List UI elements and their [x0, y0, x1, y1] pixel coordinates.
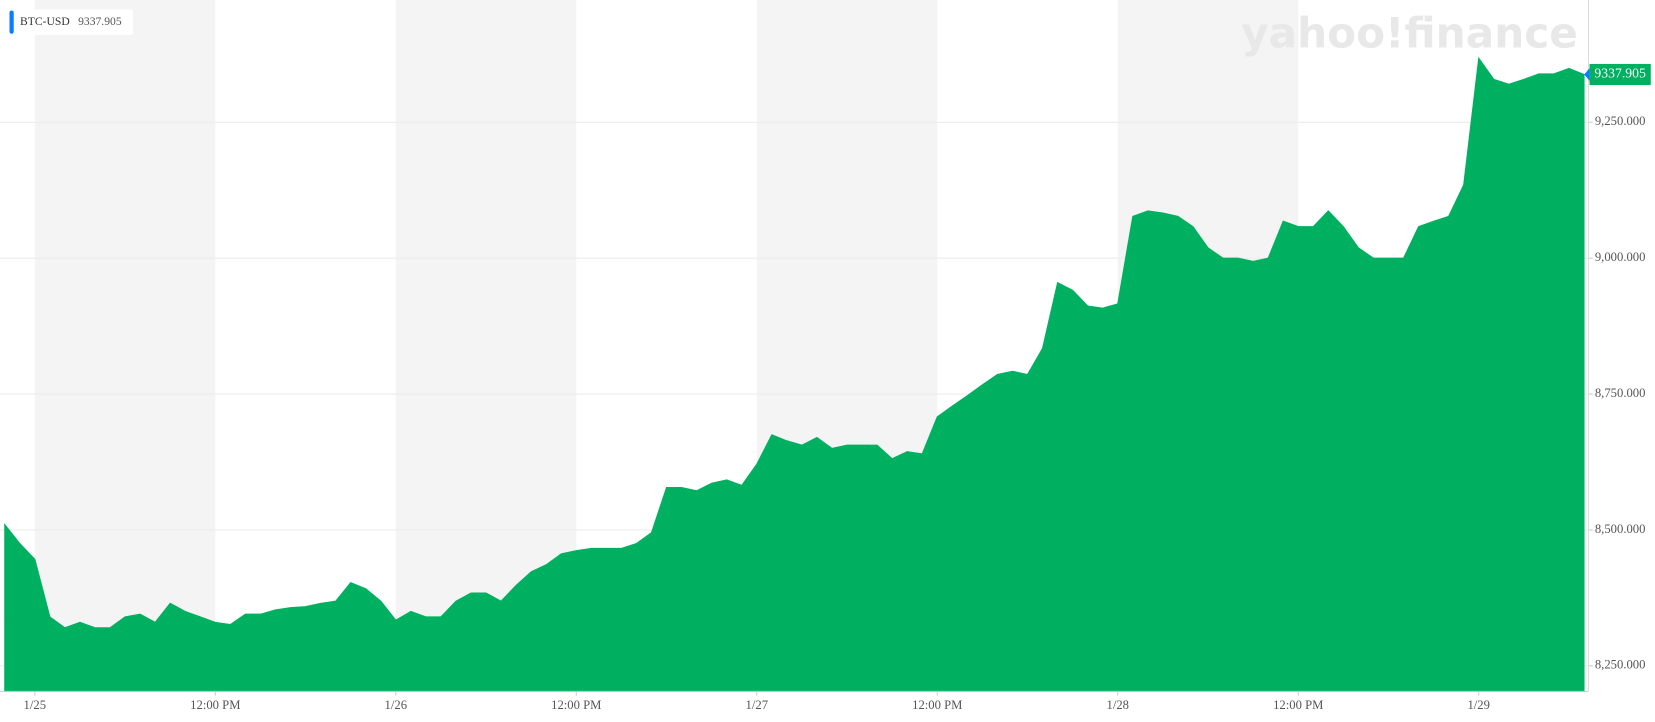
price-flag-pointer — [1584, 68, 1590, 81]
y-tick-label: 8,750.000 — [1595, 386, 1646, 400]
y-tick-label: 8,500.000 — [1595, 522, 1646, 536]
y-tick-label: 8,250.000 — [1595, 658, 1646, 672]
x-tick-label: 12:00 PM — [912, 698, 962, 712]
x-tick-label: 12:00 PM — [190, 698, 240, 712]
price-flag-label: 9337.905 — [1594, 66, 1646, 81]
y-tick-label: 9,000.000 — [1595, 250, 1646, 264]
band — [34, 0, 216, 692]
y-tick-label: 9,250.000 — [1595, 114, 1646, 128]
x-tick-label: 12:00 PM — [551, 698, 601, 712]
legend-box — [8, 9, 133, 35]
watermark: yahoo!finance — [1241, 8, 1578, 57]
x-tick-label: 1/29 — [1467, 698, 1490, 712]
x-tick-label: 1/25 — [24, 698, 47, 712]
legend-value: 9337.905 — [78, 15, 122, 28]
x-tick-label: 1/26 — [385, 698, 408, 712]
legend-swatch — [9, 10, 14, 34]
area — [4, 56, 1585, 692]
x-tick-label: 1/28 — [1107, 698, 1130, 712]
price-flag — [1589, 63, 1651, 86]
legend-name: BTC-USD — [20, 15, 70, 28]
x-tick-label: 1/27 — [746, 698, 769, 712]
x-tick-label: 12:00 PM — [1273, 698, 1323, 712]
